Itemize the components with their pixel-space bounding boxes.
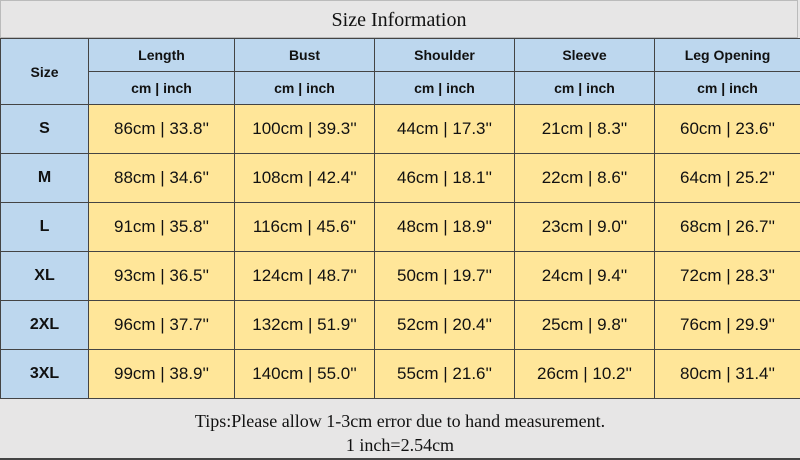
column-header-bust: Bust <box>234 38 375 72</box>
table-row: M 88cm | 34.6'' 108cm | 42.4'' 46cm | 18.1'… <box>0 153 800 203</box>
column-header-shoulder: Shoulder <box>374 38 515 72</box>
measurement-cell: 48cm | 18.9'' <box>374 202 515 252</box>
size-cell: XL <box>0 251 89 301</box>
table-row: XL 93cm | 36.5'' 124cm | 48.7'' 50cm | 19.7… <box>0 251 800 301</box>
unit-header: cm | inch <box>88 71 235 105</box>
measurement-cell: 86cm | 33.8'' <box>88 104 235 154</box>
measurement-cell: 26cm | 10.2'' <box>514 349 655 399</box>
chart-title: Size Information <box>0 0 798 38</box>
size-cell: 3XL <box>0 349 89 399</box>
measurement-cell: 55cm | 21.6'' <box>374 349 515 399</box>
measurement-cell: 132cm | 51.9'' <box>234 300 375 350</box>
size-table: Size Length Bust Shoulder Sleeve Leg Opening… <box>0 38 800 399</box>
unit-header: cm | inch <box>234 71 375 105</box>
table-row: 3XL 99cm | 38.9'' 140cm | 55.0'' 55cm | 21.… <box>0 349 800 399</box>
footer-notes: Tips:Please allow 1-3cm error due to han… <box>0 406 800 460</box>
measurement-cell: 22cm | 8.6'' <box>514 153 655 203</box>
measurement-cell: 68cm | 26.7'' <box>654 202 800 252</box>
column-header-length: Length <box>88 38 235 72</box>
measurement-cell: 124cm | 48.7'' <box>234 251 375 301</box>
measurement-cell: 76cm | 29.9'' <box>654 300 800 350</box>
measurement-cell: 80cm | 31.4'' <box>654 349 800 399</box>
measurement-cell: 72cm | 28.3'' <box>654 251 800 301</box>
column-header-sleeve: Sleeve <box>514 38 655 72</box>
measurement-cell: 91cm | 35.8'' <box>88 202 235 252</box>
measurement-cell: 25cm | 9.8'' <box>514 300 655 350</box>
table-row: L 91cm | 35.8'' 116cm | 45.6'' 48cm | 18.9'… <box>0 202 800 252</box>
unit-header: cm | inch <box>654 71 800 105</box>
measurement-cell: 100cm | 39.3'' <box>234 104 375 154</box>
unit-header: cm | inch <box>514 71 655 105</box>
measurement-cell: 88cm | 34.6'' <box>88 153 235 203</box>
tip-text: Tips:Please allow 1-3cm error due to han… <box>194 411 606 431</box>
measurement-cell: 108cm | 42.4'' <box>234 153 375 203</box>
size-header: Size <box>0 38 89 105</box>
measurement-cell: 96cm | 37.7'' <box>88 300 235 350</box>
size-cell: M <box>0 153 89 203</box>
measurement-cell: 140cm | 55.0'' <box>234 349 375 399</box>
size-cell: S <box>0 104 89 154</box>
size-cell: 2XL <box>0 300 89 350</box>
measurement-cell: 21cm | 8.3'' <box>514 104 655 154</box>
measurement-cell: 24cm | 9.4'' <box>514 251 655 301</box>
measurement-cell: 50cm | 19.7'' <box>374 251 515 301</box>
measurement-cell: 116cm | 45.6'' <box>234 202 375 252</box>
measurement-cell: 46cm | 18.1'' <box>374 153 515 203</box>
table-row: S 86cm | 33.8'' 100cm | 39.3'' 44cm | 17.3'… <box>0 104 800 154</box>
table-row: 2XL 96cm | 37.7'' 132cm | 51.9'' 52cm | 20.… <box>0 300 800 350</box>
conversion-text: 1 inch=2.54cm <box>345 435 455 455</box>
measurement-cell: 93cm | 36.5'' <box>88 251 235 301</box>
measurement-cell: 44cm | 17.3'' <box>374 104 515 154</box>
unit-header: cm | inch <box>374 71 515 105</box>
size-cell: L <box>0 202 89 252</box>
measurement-cell: 99cm | 38.9'' <box>88 349 235 399</box>
measurement-cell: 60cm | 23.6'' <box>654 104 800 154</box>
column-header-leg-opening: Leg Opening <box>654 38 800 72</box>
measurement-cell: 64cm | 25.2'' <box>654 153 800 203</box>
measurement-cell: 23cm | 9.0'' <box>514 202 655 252</box>
measurement-cell: 52cm | 20.4'' <box>374 300 515 350</box>
